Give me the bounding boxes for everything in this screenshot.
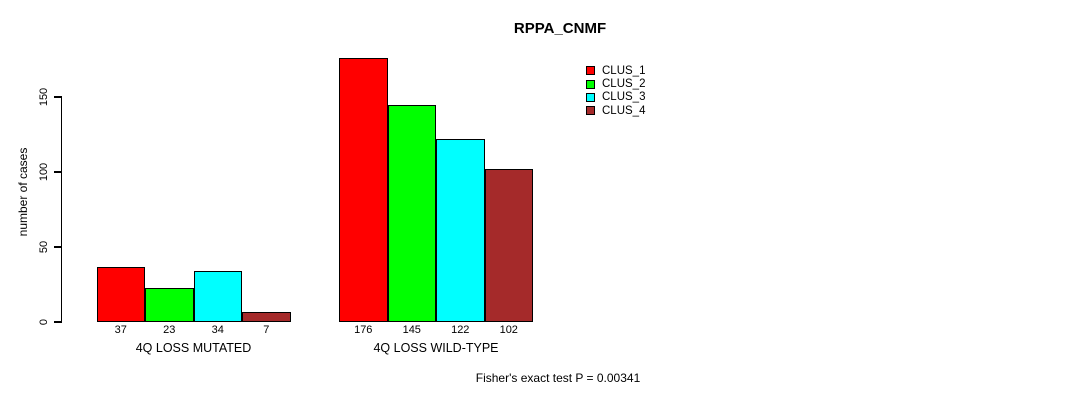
bar-value-label: 34 <box>211 324 224 336</box>
bar-value-label: 37 <box>114 324 127 336</box>
bar-value-label: 7 <box>263 324 270 336</box>
legend-item-clus_2: CLUS_2 <box>586 77 645 90</box>
y-tick-label: 0 <box>38 318 50 326</box>
group-label: 4Q LOSS MUTATED <box>135 341 252 355</box>
y-tick-mark <box>54 96 61 98</box>
bar-clus_2-group1 <box>145 287 194 322</box>
y-tick-label: 50 <box>38 240 50 254</box>
legend-label: CLUS_1 <box>602 64 646 77</box>
bar-clus_4-group2 <box>484 169 533 322</box>
bar-value-label: 122 <box>451 324 470 336</box>
y-tick-label: 150 <box>38 87 50 107</box>
y-tick-mark <box>54 321 61 323</box>
legend-swatch-icon <box>586 92 595 102</box>
bar-value-label: 176 <box>354 324 373 336</box>
group-label: 4Q LOSS WILD-TYPE <box>373 341 499 355</box>
legend-swatch-icon <box>586 66 595 76</box>
bar-clus_1-group1 <box>96 266 145 322</box>
legend-item-clus_3: CLUS_3 <box>586 91 645 104</box>
bar-clus_3-group2 <box>436 139 485 322</box>
legend-swatch-icon <box>586 79 595 89</box>
legend-label: CLUS_4 <box>602 104 646 117</box>
bar-clus_1-group2 <box>339 58 388 322</box>
annotation-text: Fisher's exact test P = 0.00341 <box>475 371 641 385</box>
legend-label: CLUS_3 <box>602 91 646 104</box>
y-axis-label: number of cases <box>16 147 30 237</box>
bar-clus_3-group1 <box>193 271 242 322</box>
legend: CLUS_1 CLUS_2 CLUS_3 CLUS_4 <box>586 64 645 118</box>
legend-swatch-icon <box>586 106 595 116</box>
bar-clus_2-group2 <box>387 104 436 322</box>
bar-clus_4-group1 <box>242 311 291 322</box>
legend-item-clus_1: CLUS_1 <box>586 64 645 77</box>
legend-item-clus_4: CLUS_4 <box>586 104 645 117</box>
bar-value-label: 145 <box>402 324 421 336</box>
y-tick-mark <box>54 171 61 173</box>
bar-value-label: 102 <box>499 324 518 336</box>
y-tick-label: 100 <box>38 162 50 182</box>
y-axis-line <box>60 96 62 323</box>
legend-label: CLUS_2 <box>602 78 646 91</box>
bar-value-label: 23 <box>163 324 176 336</box>
chart-title: RPPA_CNMF <box>513 20 607 37</box>
y-tick-mark <box>54 246 61 248</box>
